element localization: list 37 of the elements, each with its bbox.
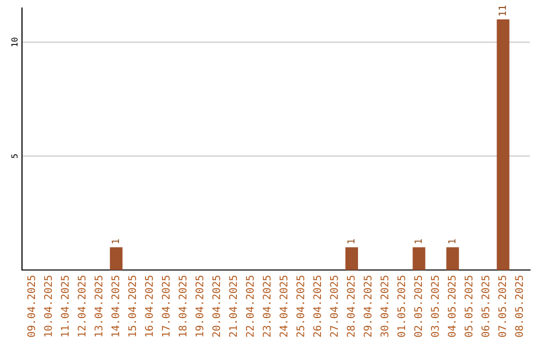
x-tick-label: 10.04.2025 (44, 276, 52, 336)
y-tick-label: 10 (11, 38, 18, 46)
x-tick-label: 27.04.2025 (330, 276, 338, 337)
x-tick-label: 26.04.2025 (313, 276, 322, 337)
x-tick-label: 07.05.2025 (498, 276, 506, 337)
x-tick-label: 03.05.2025 (430, 276, 439, 337)
x-tick-label: 16.04.2025 (145, 276, 153, 336)
data-label: 1 (414, 239, 422, 244)
x-tick-label: 05.05.2025 (464, 276, 472, 337)
data-label: 11 (498, 6, 506, 16)
x-tick-label: 20.04.2025 (212, 276, 220, 337)
x-tick-label: 08.05.2025 (515, 276, 523, 337)
x-tick-label: 01.05.2025 (397, 276, 406, 337)
x-tick-label: 18.04.2025 (178, 276, 187, 336)
x-tick-label: 30.04.2025 (380, 276, 388, 337)
x-tick-label: 13.04.2025 (94, 276, 102, 336)
data-label: 1 (112, 239, 119, 244)
x-tick-label: 21.04.2025 (229, 276, 237, 337)
x-tick-label: 14.04.2025 (111, 276, 120, 336)
x-tick-label: 12.04.2025 (78, 276, 86, 336)
x-tick-label: 24.04.2025 (280, 276, 288, 337)
x-tick-label: 25.04.2025 (296, 276, 304, 337)
x-tick-label: 22.04.2025 (246, 276, 254, 337)
x-tick-label: 15.04.2025 (128, 276, 136, 336)
data-label: 1 (448, 239, 456, 244)
x-tick-label: 04.05.2025 (448, 276, 456, 337)
x-tick-label: 09.04.2025 (27, 276, 36, 337)
x-tick-label: 28.04.2025 (346, 276, 355, 337)
x-tick-label: 02.05.2025 (414, 276, 422, 337)
x-tick-label: 19.04.2025 (195, 276, 204, 336)
x-tick-label: 06.05.2025 (481, 276, 490, 337)
x-tick-label: 29.04.2025 (364, 276, 372, 337)
data-label: 1 (347, 239, 354, 244)
x-tick-label: 17.04.2025 (162, 276, 170, 336)
x-tick-label: 23.04.2025 (262, 276, 271, 337)
x-tick-label: 11.04.2025 (60, 276, 69, 336)
y-tick-label: 5 (11, 154, 18, 158)
